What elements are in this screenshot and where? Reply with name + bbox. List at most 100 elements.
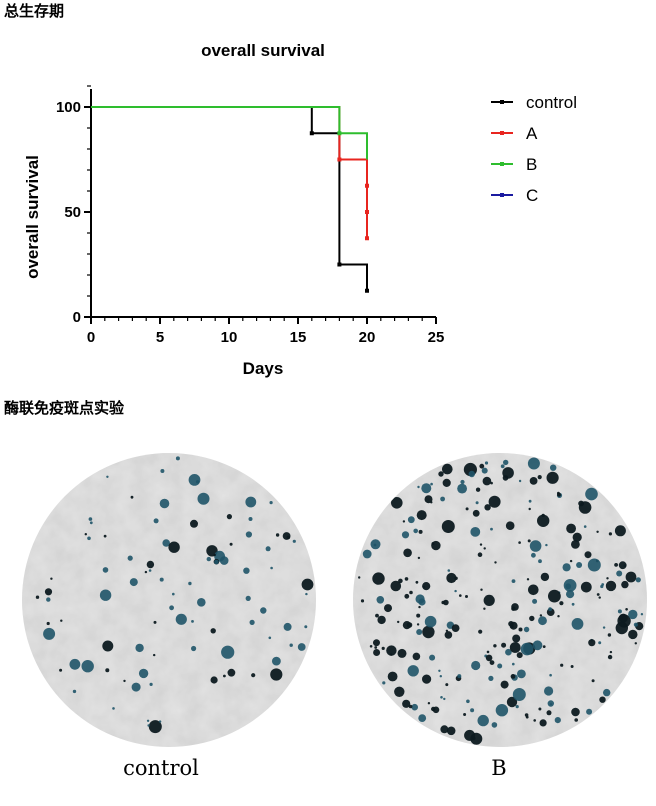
elispot-spot <box>480 588 483 591</box>
elispot-spot <box>210 676 218 684</box>
elispot-spot <box>147 724 150 727</box>
elispot-spot <box>268 636 272 640</box>
elispot-spot <box>191 620 194 623</box>
elispot-spot <box>221 645 235 659</box>
elispot-spot <box>153 620 157 624</box>
elispot-spot <box>197 492 210 505</box>
elispot-spot <box>138 668 149 679</box>
elispot-spot <box>172 592 175 596</box>
elispot-spot <box>411 703 419 711</box>
x-tick-label: 0 <box>87 329 95 346</box>
elispot-spot <box>149 682 153 686</box>
elispot-spot <box>386 645 397 656</box>
elispot-spot <box>376 596 385 604</box>
elispot-spot <box>464 729 476 741</box>
elispot-spot <box>404 577 409 581</box>
elispot-spot <box>548 607 552 612</box>
elispot-spot <box>550 464 557 471</box>
elispot-spot <box>447 569 451 572</box>
elispot-spot <box>391 497 403 509</box>
elispot-spot <box>607 633 612 637</box>
elispot-spot <box>562 563 571 572</box>
elispot-spot <box>574 718 578 722</box>
elispot-spot <box>572 532 582 542</box>
x-tick-label: 15 <box>290 329 307 346</box>
elispot-spot <box>373 639 380 647</box>
elispot-spot <box>497 663 503 669</box>
elispot-spot <box>402 520 406 523</box>
elispot-spot <box>544 686 554 696</box>
elispot-spot <box>407 516 415 524</box>
elispot-spot <box>84 533 88 536</box>
survival-chart: overall survival 0 5 10 15 20 25 0 50 100 Days o… <box>23 41 577 378</box>
elispot-spot <box>463 713 467 716</box>
elispot-spot <box>305 592 308 596</box>
y-tick-label: 50 <box>64 204 81 221</box>
elispot-spot <box>501 642 507 648</box>
elispot-spot <box>527 539 531 543</box>
elispot-spot <box>381 646 385 650</box>
series-line-a <box>91 106 368 239</box>
elispot-spot <box>146 560 155 569</box>
elispot-spot <box>43 627 56 640</box>
elispot-spot <box>518 627 523 632</box>
elispot-spot <box>446 572 457 584</box>
elispot-spot <box>431 706 436 712</box>
elispot-spot <box>445 683 449 687</box>
elispot-spot <box>148 720 162 734</box>
survival-section-heading: 总生存期 <box>4 2 65 20</box>
elispot-spot <box>88 517 93 521</box>
elispot-spot <box>531 552 536 558</box>
elispot-spot <box>442 463 453 475</box>
elispot-spot <box>123 679 126 683</box>
elispot-spot <box>457 483 467 494</box>
censor-mark-control <box>365 288 369 293</box>
elispot-spot <box>275 533 280 537</box>
elispot-spot <box>219 556 229 565</box>
elispot-spot <box>549 673 552 677</box>
elispot-spot <box>466 699 470 704</box>
elispot-spot <box>533 719 536 722</box>
censor-mark-b <box>337 131 342 136</box>
elispot-spot <box>475 501 479 505</box>
elispot-spot <box>545 543 548 547</box>
elispot-spot <box>515 705 519 709</box>
elispot-spot <box>440 696 443 699</box>
elispot-spot <box>159 498 170 509</box>
elispot-spot <box>229 542 233 546</box>
elispot-spot <box>415 580 419 584</box>
elispot-spot <box>69 658 81 670</box>
elispot-spot <box>547 700 554 707</box>
elispot-spot <box>605 580 617 592</box>
elispot-spot <box>81 660 94 673</box>
elispot-spot <box>548 589 561 603</box>
elispot-spot <box>444 631 453 639</box>
elispot-spot <box>374 646 378 649</box>
elispot-spot <box>135 643 144 653</box>
censor-mark-a <box>365 183 369 188</box>
elispot-spot <box>591 679 595 683</box>
censor-mark-control <box>309 131 314 136</box>
elispot-spot <box>148 569 152 572</box>
elispot-spot <box>50 577 53 580</box>
elispot-spot <box>443 599 449 606</box>
elispot-spot <box>569 559 573 563</box>
elispot-spot <box>397 648 407 658</box>
elispot-spot <box>446 726 456 736</box>
elispot-spot <box>559 601 564 606</box>
elispot-spot <box>588 639 596 647</box>
elispot-spot <box>616 570 623 577</box>
elispot-spot <box>560 663 564 667</box>
elispot-spot <box>175 613 187 625</box>
chart-series <box>91 106 369 293</box>
elispot-spot <box>468 470 475 478</box>
elispot-spot <box>362 549 372 559</box>
elispot-spot <box>223 674 226 678</box>
elispot-spot <box>587 558 601 572</box>
elispot-spot <box>578 500 584 507</box>
elispot-spot <box>188 474 201 486</box>
elispot-spot <box>417 485 420 489</box>
elispot-spot <box>479 543 483 546</box>
elispot-spot <box>408 704 413 709</box>
elispot-spot <box>195 480 200 484</box>
